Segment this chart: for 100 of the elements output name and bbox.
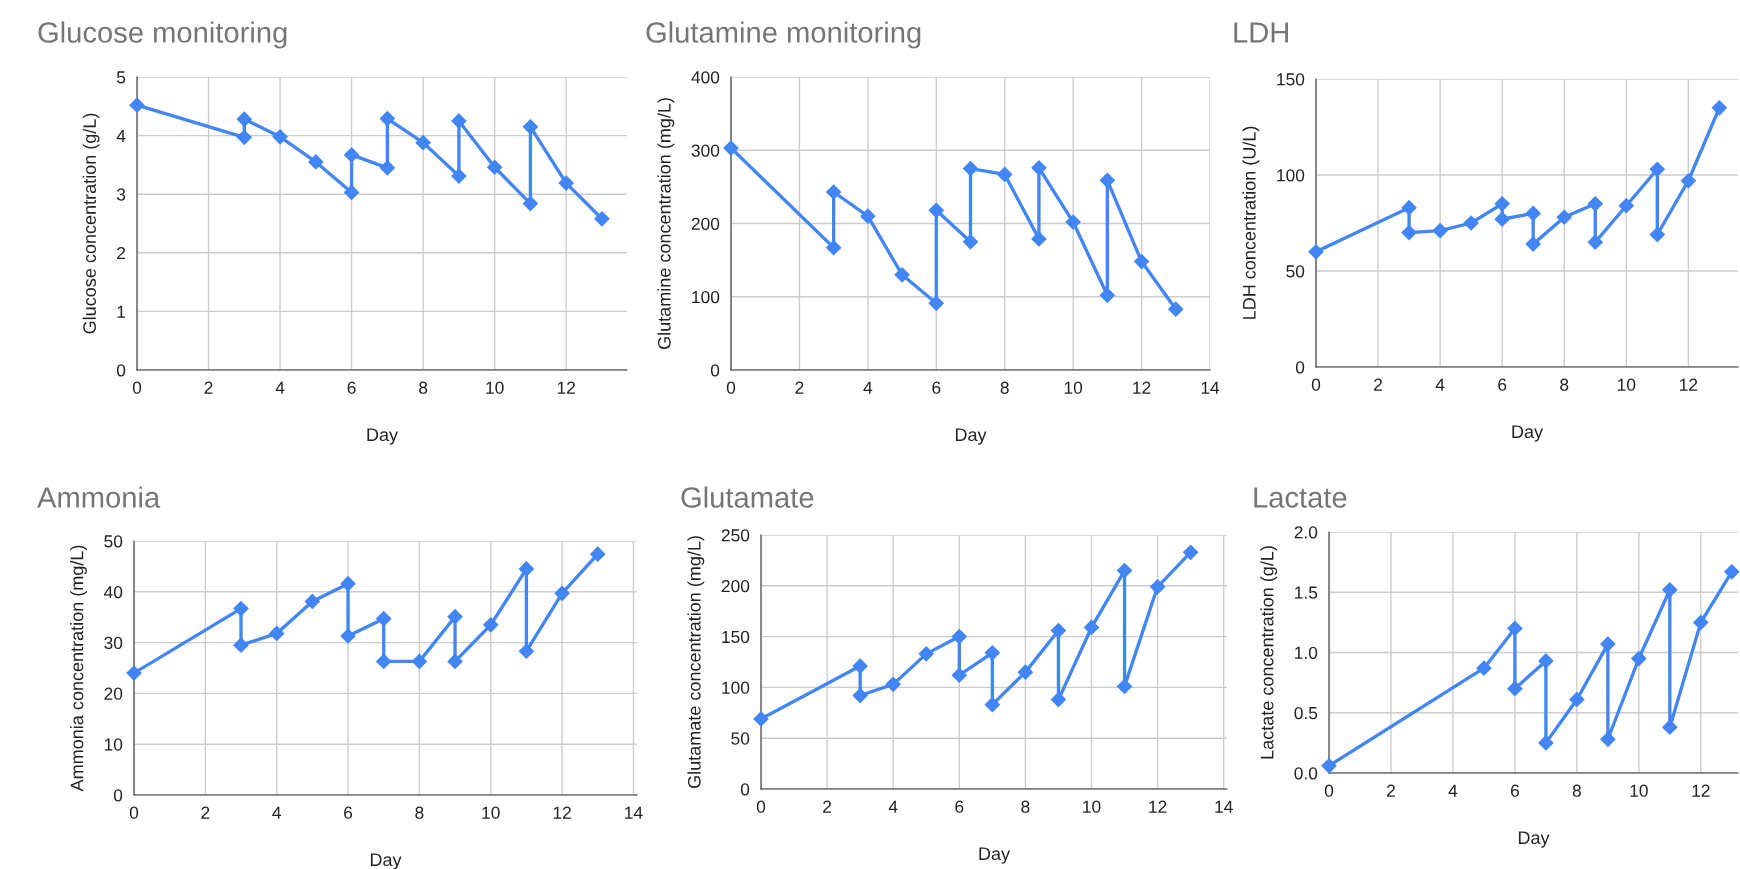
point (1587, 196, 1603, 212)
chart-title: Glutamate (681, 486, 814, 508)
point (1432, 223, 1448, 239)
point (1401, 200, 1417, 216)
y-tick-label: 1.0 (1295, 646, 1318, 659)
point (451, 168, 467, 184)
point (344, 184, 360, 201)
point (483, 617, 499, 633)
x-tick-label: 12 (1133, 381, 1151, 394)
point (518, 561, 534, 577)
point (236, 111, 252, 127)
point (1401, 225, 1417, 241)
y-tick-label: 100 (1277, 169, 1305, 182)
point (1116, 678, 1133, 694)
point (518, 643, 534, 659)
point (522, 119, 539, 135)
chart-title: Glucose monitoring (38, 21, 287, 49)
point (1099, 287, 1115, 303)
x-tick-label: 4 (863, 381, 873, 394)
y-axis-title: Ammonia concentration (mg/L) (70, 545, 87, 792)
x-tick-label: 4 (1435, 378, 1445, 391)
point (1308, 244, 1324, 260)
y-axis-title: Glutamate concentration (mg/L) (687, 536, 705, 789)
y-axis-title: Lactate concentration (g/L) (1260, 546, 1278, 759)
point (951, 629, 967, 645)
point (1168, 301, 1184, 317)
point (1183, 544, 1199, 560)
y-tick-label: 5 (116, 71, 126, 84)
point (894, 267, 910, 283)
point (951, 667, 967, 683)
point (233, 600, 249, 617)
x-axis-title: Day (955, 428, 987, 445)
x-tick-label: 0 (1324, 784, 1334, 797)
y-tick-label: 150 (722, 630, 750, 644)
x-tick-label: 0 (756, 800, 766, 813)
x-tick-label: 4 (1448, 784, 1458, 797)
x-tick-label: 2 (823, 800, 832, 813)
y-tick-label: 200 (691, 217, 720, 230)
point (1649, 226, 1665, 243)
point (558, 175, 574, 191)
point (1600, 731, 1616, 747)
point (590, 546, 606, 562)
point (1507, 681, 1523, 697)
point (984, 697, 1000, 713)
y-tick-label: 40 (103, 585, 123, 599)
point (411, 653, 427, 669)
x-tick-label: 12 (1692, 784, 1710, 797)
point (1662, 582, 1678, 598)
point (272, 129, 288, 145)
x-tick-label: 14 (1215, 800, 1233, 813)
point (1494, 196, 1510, 212)
point (415, 135, 431, 151)
chart-title: LDH (1234, 22, 1288, 43)
x-axis-title: Day (1512, 425, 1544, 442)
y-tick-label: 30 (104, 636, 123, 650)
point (1525, 236, 1541, 252)
point (1065, 214, 1081, 230)
point (376, 653, 392, 669)
x-tick-label: 6 (1510, 784, 1519, 797)
point (1321, 758, 1337, 774)
y-tick-label: 0 (1295, 361, 1305, 374)
x-tick-label: 10 (486, 381, 504, 394)
point (723, 140, 739, 156)
x-tick-label: 8 (1560, 378, 1569, 391)
point (1476, 660, 1492, 676)
point (962, 160, 979, 177)
y-tick-label: 2 (117, 246, 126, 260)
point (1031, 160, 1047, 176)
y-tick-label: 50 (731, 732, 750, 745)
point (1600, 636, 1616, 652)
x-tick-label: 2 (795, 381, 804, 394)
point (1507, 620, 1523, 636)
x-tick-label: 4 (888, 800, 898, 813)
point (1134, 254, 1150, 270)
point (379, 111, 395, 127)
point (1050, 692, 1067, 708)
x-axis-title: Day (367, 428, 399, 445)
x-tick-label: 10 (1630, 784, 1648, 797)
point (1538, 735, 1554, 751)
point (554, 585, 570, 601)
x-tick-label: 2 (1374, 378, 1383, 391)
point (1099, 172, 1115, 188)
x-tick-label: 6 (955, 800, 964, 813)
point (487, 159, 503, 175)
point (885, 676, 901, 692)
x-tick-label: 10 (1064, 381, 1083, 394)
chart-title: Glutamine monitoring (646, 21, 921, 49)
x-tick-label: 6 (1498, 378, 1507, 391)
x-tick-label: 8 (1021, 800, 1030, 813)
point (522, 196, 539, 212)
x-tick-label: 14 (1201, 381, 1220, 394)
x-tick-label: 12 (557, 381, 575, 394)
x-tick-label: 12 (1680, 378, 1698, 391)
point (236, 129, 252, 145)
point (129, 97, 145, 113)
x-tick-label: 8 (419, 381, 428, 394)
point (1116, 562, 1133, 579)
x-tick-label: 2 (201, 806, 210, 819)
point (860, 208, 876, 224)
point (928, 202, 944, 218)
